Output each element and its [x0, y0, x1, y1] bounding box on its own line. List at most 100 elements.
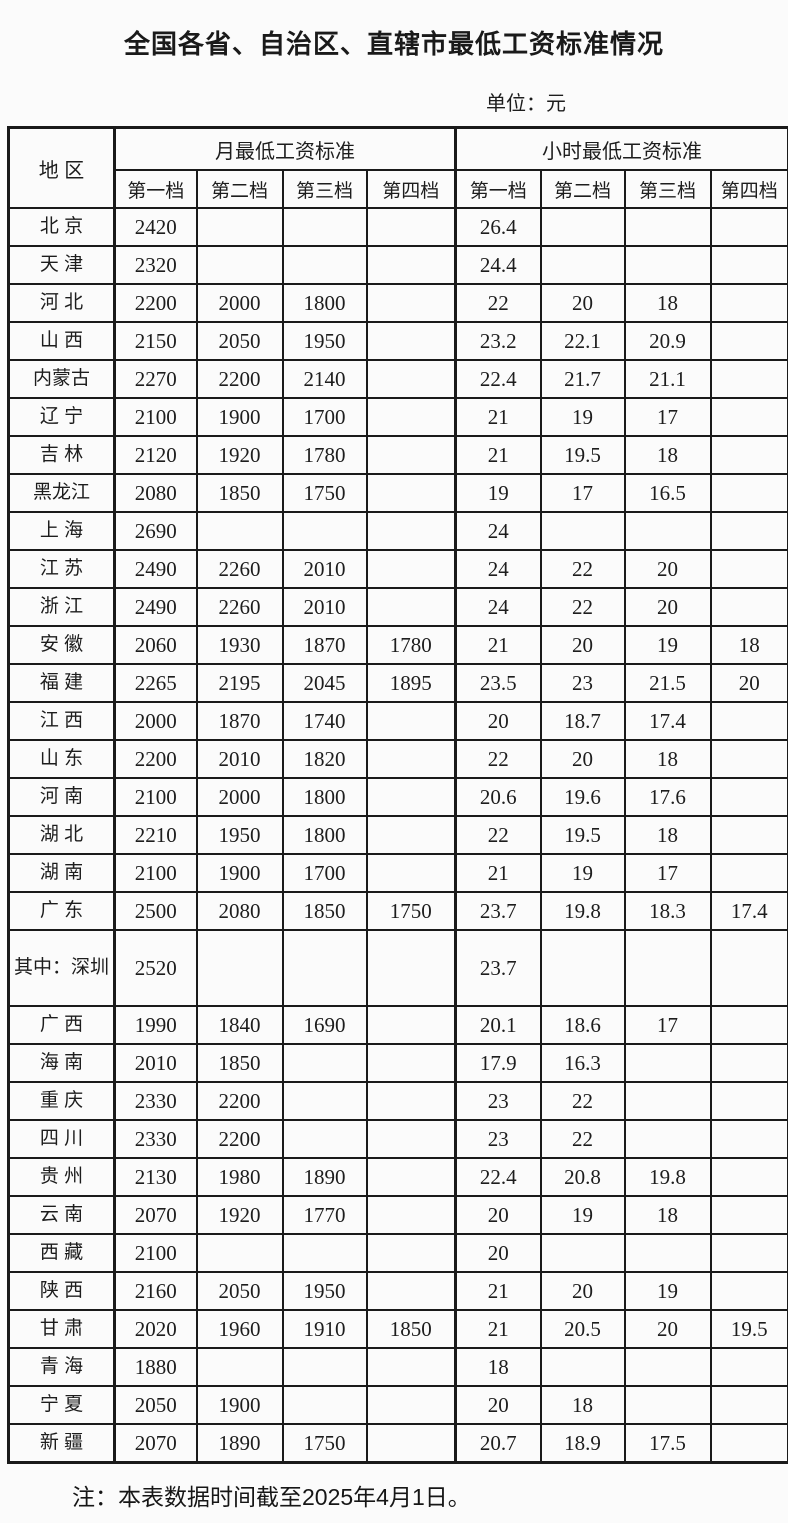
monthly-tier-cell: 1850 [365, 1309, 457, 1349]
hourly-tier-cell: 19.8 [623, 1157, 712, 1197]
region-cell: 江 西 [7, 701, 116, 741]
monthly-tier-cell: 1980 [195, 1157, 284, 1197]
table-row: 广 东 2500 2080 1850 1750 23.7 19.8 18.3 17.4 [7, 891, 788, 931]
hourly-tier-cell: 22.1 [539, 321, 626, 361]
region-cell: 安 徽 [7, 625, 116, 665]
table-row: 上 海 2690 24 [7, 511, 788, 551]
hourly-tier-cell: 22 [454, 815, 542, 855]
page-title: 全国各省、自治区、直辖市最低工资标准情况 [123, 29, 664, 59]
table-row: 河 南 2100 2000 1800 20.6 19.6 17.6 [7, 777, 788, 817]
hourly-tier-cell: 18 [623, 739, 712, 779]
monthly-tier-cell: 2080 [195, 891, 284, 931]
hourly-tier-cell [709, 207, 788, 247]
hourly-tier-cell [623, 1347, 712, 1387]
monthly-tier-cell: 2420 [113, 207, 198, 247]
monthly-tier-cell: 2050 [195, 321, 284, 361]
hourly-tier-cell: 24 [454, 587, 542, 627]
hourly-tier-cell [623, 1119, 712, 1159]
hourly-tier-cell [709, 397, 788, 437]
region-cell: 湖 南 [7, 853, 116, 893]
hourly-tier-cell [709, 815, 788, 855]
tier-header-row: 第一档 第二档 第三档 第四档 第一档 第二档 第三档 第四档 [9, 169, 788, 209]
monthly-tier-cell [365, 739, 457, 779]
monthly-tier-cell: 2690 [113, 511, 198, 551]
hourly-tier-cell: 17 [623, 1005, 712, 1045]
hourly-tier-cell: 19.5 [539, 435, 626, 475]
hourly-tier-cell: 22 [539, 587, 626, 627]
group-header-row: 地 区 月最低工资标准 小时最低工资标准 [7, 126, 788, 209]
region-cell: 青 海 [7, 1347, 116, 1387]
monthly-tier-cell: 1750 [281, 1423, 368, 1464]
hourly-tier-cell: 20 [709, 663, 788, 703]
monthly-tier-cell: 1780 [281, 435, 368, 475]
monthly-tier-cell: 2010 [281, 587, 368, 627]
table-row: 黑龙江 2080 1850 1750 19 17 16.5 [7, 473, 788, 513]
monthly-tier-cell [365, 549, 457, 589]
monthly-tier-cell: 2140 [281, 359, 368, 399]
hourly-tier-cell: 22 [454, 283, 542, 323]
hourly-tier-cell: 18.9 [539, 1423, 626, 1464]
monthly-tier-cell: 2100 [113, 397, 198, 437]
monthly-tier-cell: 1690 [281, 1005, 368, 1045]
table-row: 辽 宁 2100 1900 1700 21 19 17 [7, 397, 788, 437]
monthly-tier-cell: 1920 [195, 435, 284, 475]
monthly-tier-cell [365, 1195, 457, 1235]
monthly-tier-cell: 2045 [281, 663, 368, 703]
table-row: 福 建 2265 2195 2045 1895 23.5 23 21.5 20 [7, 663, 788, 703]
monthly-tier-cell [365, 207, 457, 247]
monthly-tier-cell [365, 1385, 457, 1425]
monthly-tier-cell: 1990 [113, 1005, 198, 1045]
hourly-tier-cell [709, 321, 788, 361]
hourly-tier-cell: 22 [539, 549, 626, 589]
hourly-tier-cell: 22.4 [454, 359, 542, 399]
column-header-monthly-tier-2: 第二档 [195, 169, 284, 209]
hourly-tier-cell [709, 1157, 788, 1197]
hourly-tier-cell: 19 [539, 1195, 626, 1235]
monthly-tier-cell: 1850 [195, 473, 284, 513]
hourly-tier-cell: 21 [454, 435, 542, 475]
hourly-tier-cell: 19 [539, 853, 626, 893]
monthly-tier-cell: 1800 [281, 815, 368, 855]
monthly-tier-cell: 1700 [281, 853, 368, 893]
region-cell: 云 南 [7, 1195, 116, 1235]
table-row: 广 西 1990 1840 1690 20.1 18.6 17 [7, 1005, 788, 1045]
hourly-tier-cell: 23.7 [454, 929, 542, 1007]
hourly-tier-cell: 20.7 [454, 1423, 542, 1464]
monthly-tier-cell: 1740 [281, 701, 368, 741]
hourly-tier-cell: 18.6 [539, 1005, 626, 1045]
monthly-tier-cell: 2330 [113, 1119, 198, 1159]
hourly-tier-cell [623, 1081, 712, 1121]
monthly-tier-cell [281, 1043, 368, 1083]
table-row: 陕 西 2160 2050 1950 21 20 19 [7, 1271, 788, 1311]
monthly-tier-cell [365, 1271, 457, 1311]
column-header-region: 地 区 [7, 126, 116, 209]
hourly-tier-cell: 17 [539, 473, 626, 513]
monthly-tier-cell: 1800 [281, 777, 368, 817]
monthly-tier-cell: 2050 [195, 1271, 284, 1311]
monthly-tier-cell: 2050 [113, 1385, 198, 1425]
monthly-tier-cell: 2200 [195, 359, 284, 399]
hourly-tier-cell [539, 207, 626, 247]
hourly-tier-cell: 19 [623, 625, 712, 665]
monthly-tier-cell: 1960 [195, 1309, 284, 1349]
hourly-tier-cell [539, 1233, 626, 1273]
table-header: 地 区 月最低工资标准 小时最低工资标准 第一档 第二档 第三档 第四档 第一档 第二档第… [7, 126, 788, 209]
monthly-tier-cell [281, 511, 368, 551]
hourly-tier-cell [709, 435, 788, 475]
monthly-tier-cell: 1850 [281, 891, 368, 931]
monthly-tier-cell [365, 245, 457, 285]
hourly-tier-cell: 17.6 [623, 777, 712, 817]
hourly-tier-cell [709, 1233, 788, 1273]
monthly-tier-cell: 1900 [195, 853, 284, 893]
region-cell: 新 疆 [7, 1423, 116, 1464]
monthly-tier-cell: 2020 [113, 1309, 198, 1349]
hourly-tier-cell: 21 [454, 397, 542, 437]
hourly-tier-cell: 20 [539, 283, 626, 323]
monthly-tier-cell: 2490 [113, 549, 198, 589]
hourly-tier-cell [623, 207, 712, 247]
hourly-tier-cell [623, 1233, 712, 1273]
hourly-tier-cell: 21.5 [623, 663, 712, 703]
hourly-tier-cell [709, 1005, 788, 1045]
region-cell: 辽 宁 [7, 397, 116, 437]
monthly-tier-cell [365, 283, 457, 323]
